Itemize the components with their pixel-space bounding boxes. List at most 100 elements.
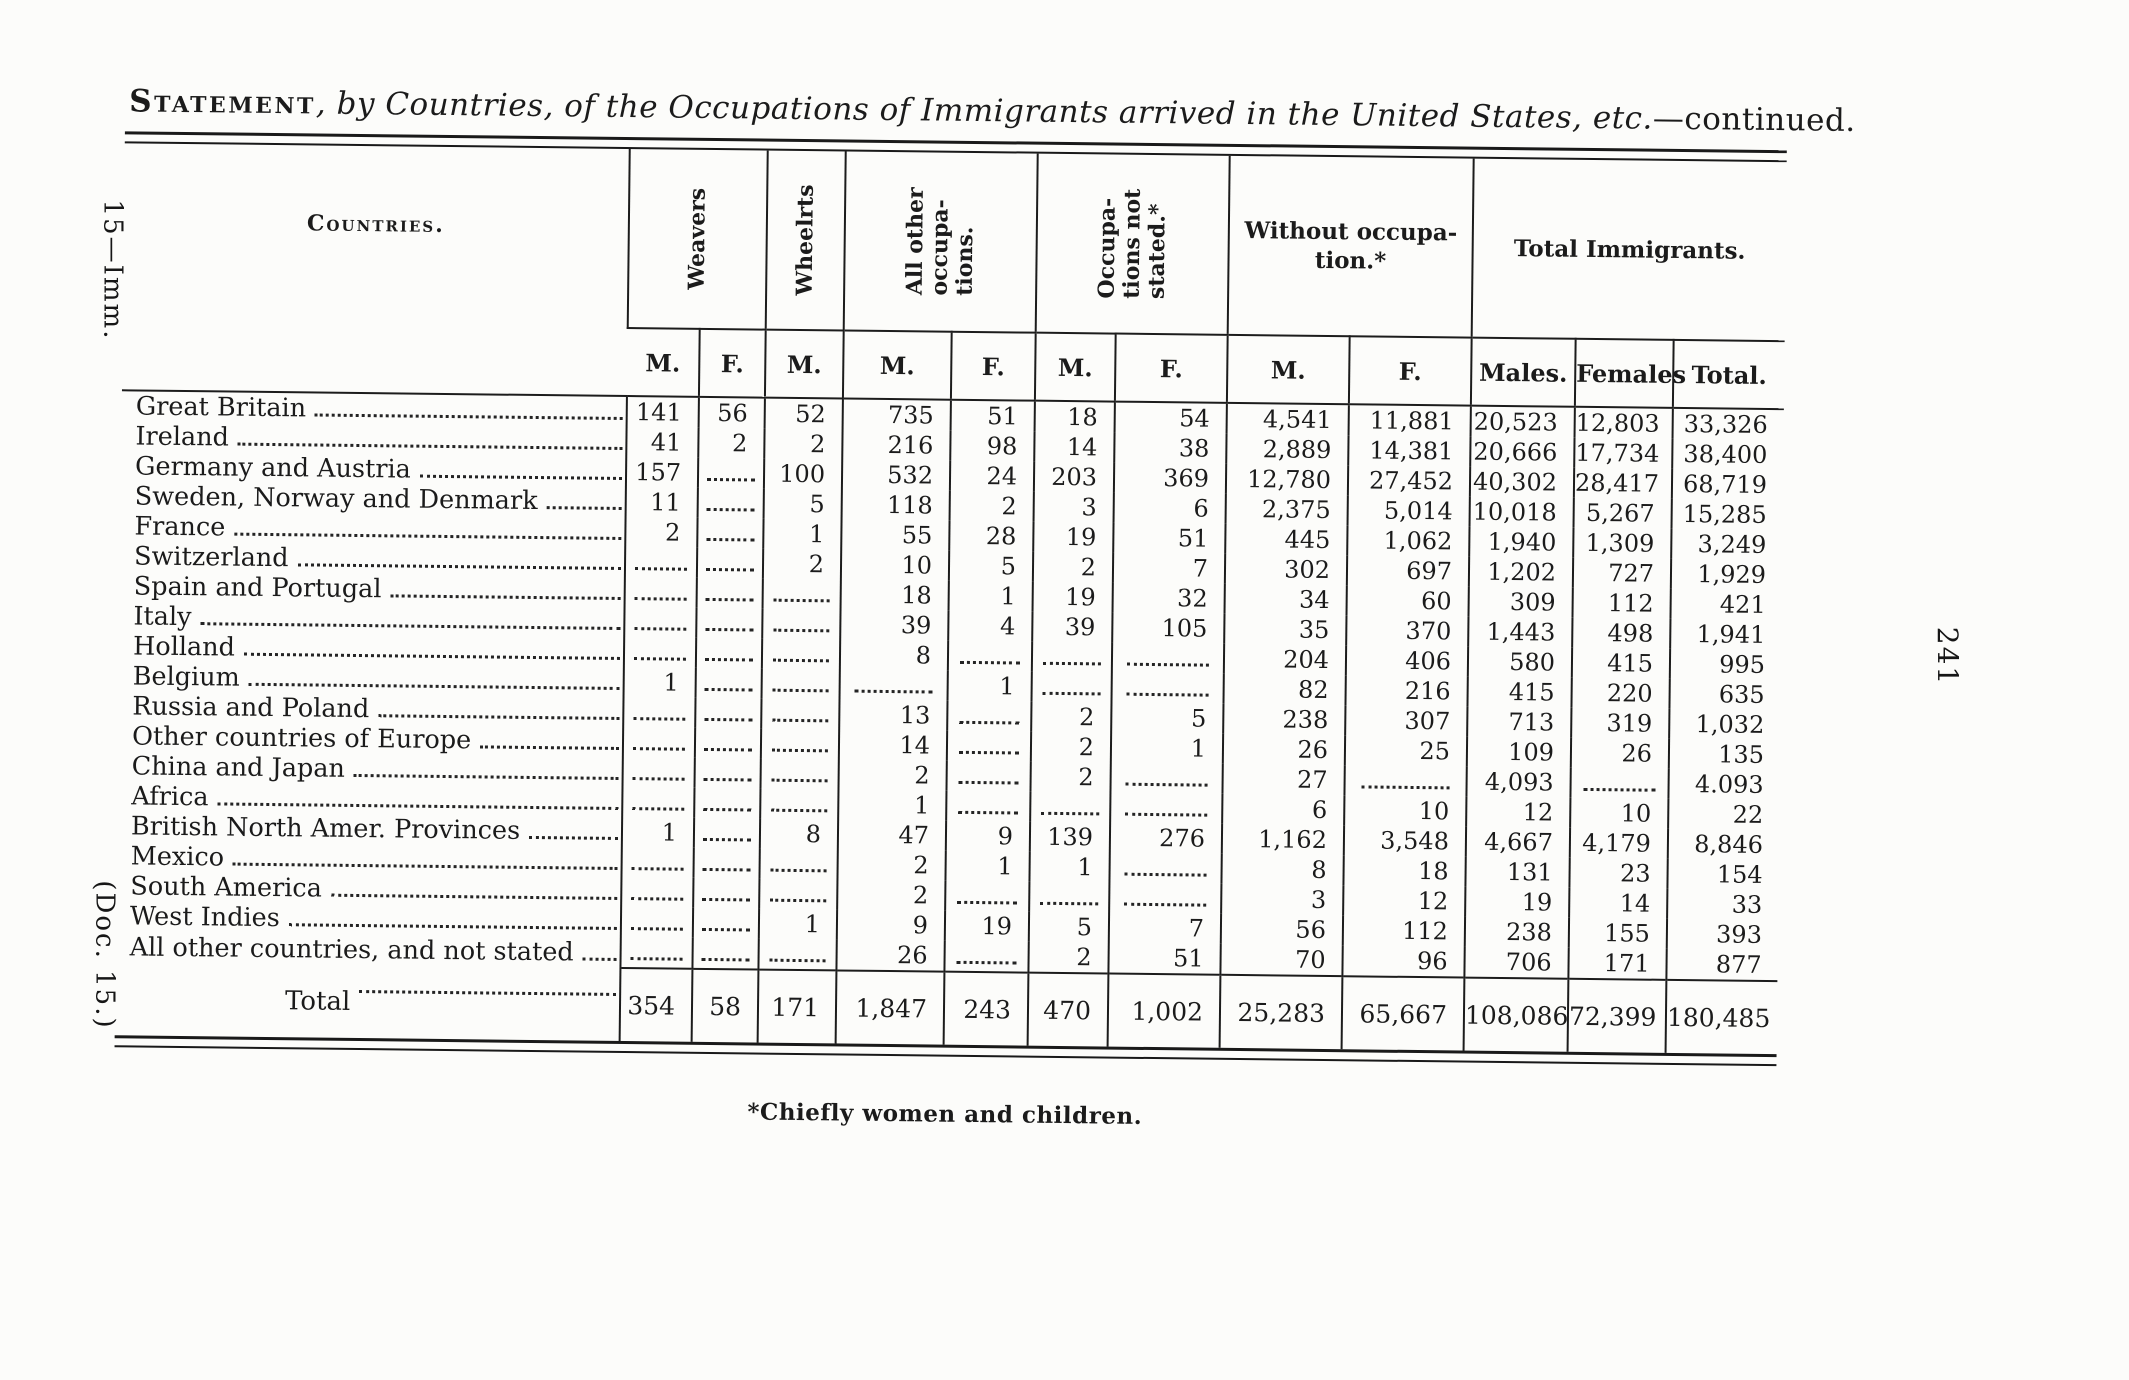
value-cell: 9 [836, 909, 946, 941]
value-cell: 2 [762, 548, 842, 580]
value-cell: 4,667 [1465, 826, 1571, 858]
value-cell [947, 640, 1033, 672]
value-cell: 96 [1342, 945, 1465, 978]
value-cell [693, 847, 760, 879]
empty-cell-dots [770, 856, 827, 873]
value-cell: 1 [948, 580, 1033, 612]
dot-leader [237, 442, 623, 450]
value-cell: 4.093 [1668, 768, 1780, 801]
dot-leader [419, 474, 623, 480]
value-cell [697, 487, 764, 519]
value-cell: 12 [1343, 885, 1466, 917]
value-cell: 1,941 [1670, 618, 1782, 651]
value-cell: 25,283 [1219, 974, 1343, 1050]
empty-cell-dots [630, 915, 683, 931]
document-sheet: Statement, by Countries, of the Occupati… [114, 83, 1856, 1137]
dot-leader [582, 957, 617, 961]
dot-leader [232, 862, 618, 870]
country-name: China and Japan [131, 751, 346, 784]
empty-cell-dots [702, 915, 750, 932]
value-cell: 5,014 [1347, 495, 1470, 527]
value-cell: 58 [691, 968, 759, 1043]
empty-cell-dots [706, 495, 755, 512]
value-cell: 23 [1569, 857, 1668, 889]
value-cell [1110, 792, 1223, 824]
country-name: All other countries, and not stated [129, 931, 574, 967]
value-cell: 10 [1344, 795, 1467, 827]
empty-cell-dots [772, 646, 830, 663]
title-italic: , by Countries, of the Occupations of Im… [315, 85, 1654, 137]
value-cell: 72,399 [1567, 978, 1667, 1053]
value-cell: 180,485 [1665, 979, 1778, 1055]
empty-cell-dots [957, 798, 1019, 815]
table-body: Great Britain 141 56 52 735 51 18 54 4,541 11,881… [115, 390, 1784, 1055]
value-cell: 415 [1467, 676, 1572, 708]
value-cell [762, 578, 841, 610]
value-cell: 370 [1346, 615, 1469, 647]
empty-cell-dots [1361, 773, 1451, 790]
empty-cell-dots [635, 555, 688, 571]
value-cell [944, 940, 1029, 973]
value-cell: 2 [1030, 761, 1111, 793]
value-cell: 28 [949, 520, 1034, 552]
value-cell: 307 [1345, 705, 1468, 737]
dot-leader [248, 682, 620, 690]
empty-cell-dots [702, 855, 751, 872]
value-cell: 1,162 [1221, 823, 1345, 856]
value-cell [759, 878, 838, 910]
empty-cell-dots [633, 705, 686, 721]
value-cell: 2 [1032, 551, 1114, 583]
country-cell: Spain and Portugal [120, 571, 625, 607]
empty-cell-dots [703, 765, 752, 782]
value-cell: 406 [1345, 645, 1469, 677]
country-name: Sweden, Norway and Denmark [134, 481, 538, 517]
value-cell [695, 667, 762, 699]
value-cell [620, 906, 694, 938]
value-cell: 18 [1034, 400, 1115, 433]
country-name: Belgium [132, 661, 240, 693]
value-cell [622, 787, 695, 818]
value-cell: 68,719 [1671, 468, 1784, 501]
value-cell [1570, 767, 1669, 799]
page-number: 241 [1931, 626, 1965, 687]
empty-cell-dots [631, 855, 684, 871]
subheader-cell: F. [698, 328, 766, 398]
group-label-weavers: Weavers [683, 187, 711, 290]
empty-cell-dots [704, 705, 753, 722]
value-cell [696, 547, 764, 579]
value-cell [693, 877, 760, 909]
subheader-cell: F. [1114, 333, 1228, 403]
value-cell: 470 [1027, 972, 1109, 1047]
value-cell: 5 [1111, 702, 1224, 734]
empty-cell-dots [956, 948, 1018, 965]
empty-cell-dots [956, 888, 1018, 905]
value-cell: 706 [1464, 946, 1569, 979]
value-cell: 65,667 [1341, 976, 1465, 1051]
value-cell: 100 [763, 458, 843, 490]
value-cell: 19 [1033, 521, 1114, 553]
value-cell: 56 [1220, 913, 1344, 946]
subheader-cell: M. [1226, 334, 1350, 405]
value-cell [760, 788, 839, 820]
value-cell: 1,443 [1468, 616, 1573, 648]
value-cell: 354 [619, 967, 693, 1042]
value-cell: 108,086 [1463, 977, 1569, 1052]
empty-cell-dots [706, 555, 754, 572]
value-cell: 14,381 [1348, 435, 1471, 467]
value-cell: 51 [950, 399, 1035, 432]
empty-cell-dots [706, 525, 755, 542]
value-cell [760, 728, 840, 760]
value-cell: 3,249 [1671, 528, 1783, 561]
value-cell: 203 [1033, 461, 1115, 493]
value-cell: 393 [1666, 918, 1779, 951]
value-cell: 1 [763, 518, 842, 550]
value-cell [692, 937, 759, 970]
dot-leader [546, 506, 622, 510]
empty-cell-dots [771, 736, 829, 753]
value-cell: 40,302 [1469, 466, 1575, 498]
value-cell [760, 758, 839, 790]
table-title: Statement, by Countries, of the Occupati… [129, 83, 1856, 139]
value-cell: 1 [758, 908, 838, 940]
country-name: Mexico [130, 841, 225, 873]
value-cell: 26 [836, 939, 945, 972]
